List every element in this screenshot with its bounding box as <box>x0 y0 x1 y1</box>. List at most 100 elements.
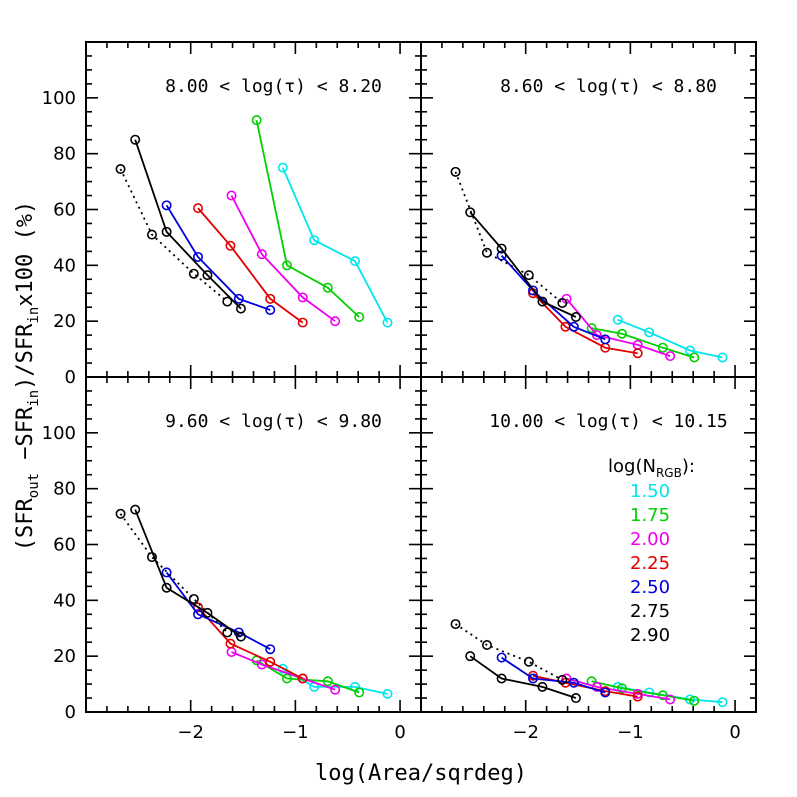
data-point <box>202 270 213 281</box>
series-2-75 <box>465 207 581 322</box>
x-tick-label: 0 <box>394 722 405 743</box>
data-point <box>523 270 534 281</box>
data-point <box>632 348 643 359</box>
data-point <box>193 251 204 262</box>
data-point <box>281 673 292 684</box>
series-1-75 <box>586 323 700 363</box>
legend-entry-4: 2.25 <box>630 553 670 574</box>
data-point <box>161 226 172 237</box>
data-point <box>354 687 365 698</box>
data-point <box>130 504 141 515</box>
series-line <box>454 171 563 304</box>
y-tick-label: 100 <box>42 423 76 444</box>
data-point <box>115 508 126 519</box>
data-point <box>557 674 568 685</box>
x-tick-label: 0 <box>729 722 740 743</box>
data-point <box>586 323 597 334</box>
data-point <box>632 688 643 699</box>
series-line <box>282 667 388 695</box>
data-point <box>330 316 341 327</box>
series-2-90-dotted <box>450 166 568 309</box>
data-point <box>537 296 548 307</box>
data-point <box>350 256 361 267</box>
panel-3: 0 20 40 60 80 100 −2 −1 0 9.60 < log(τ) < 9.80 <box>42 376 422 743</box>
data-point <box>657 342 668 353</box>
series-line <box>591 327 695 359</box>
series-2-90-dotted <box>115 508 233 638</box>
y-tick-label: 0 <box>65 367 76 388</box>
data-point <box>523 656 534 667</box>
data-point <box>465 207 476 218</box>
data-point <box>665 694 676 705</box>
data-point <box>382 317 393 328</box>
series-2-50 <box>161 567 276 655</box>
data-point <box>188 268 199 279</box>
panels-group: 0 20 40 60 80 100 8.00 < log(τ) < 8.20 8.60 < l… <box>42 41 757 743</box>
data-point <box>689 352 700 363</box>
y-tick-label: 100 <box>42 88 76 109</box>
data-point <box>568 321 579 332</box>
data-point <box>256 249 267 260</box>
data-point <box>657 690 668 701</box>
panel-4: −2 −1 0 10.00 < log(τ) < 10.15 <box>420 376 757 743</box>
data-point <box>481 247 492 258</box>
data-point <box>450 619 461 630</box>
series-line <box>500 254 606 341</box>
data-point <box>225 240 236 251</box>
x-axis-label: log(Area/sqrdeg) <box>315 761 527 786</box>
data-point <box>161 567 172 578</box>
series-line <box>566 677 671 701</box>
data-point <box>570 693 581 704</box>
legend: log(NRGB): 1.50 1.75 2.00 2.25 2.50 2.75… <box>608 456 695 646</box>
data-point <box>465 651 476 662</box>
data-point <box>689 695 700 706</box>
data-point <box>222 627 233 638</box>
data-point <box>146 229 157 240</box>
series-1-50 <box>277 663 393 699</box>
data-point <box>717 352 728 363</box>
data-point <box>644 327 655 338</box>
data-point <box>450 166 461 177</box>
panel-2: 8.60 < log(τ) < 8.80 <box>420 41 757 378</box>
data-point <box>616 683 627 694</box>
data-point <box>277 663 288 674</box>
y-tick-label: 60 <box>53 200 76 221</box>
data-point <box>115 164 126 175</box>
panel-title: 9.60 < log(τ) < 9.80 <box>165 411 382 432</box>
data-point <box>354 311 365 322</box>
y-axis-label: (SFRout −SFRin)/SFRinx100 (%) <box>13 201 42 551</box>
data-point <box>235 303 246 314</box>
y-tick-label: 0 <box>65 702 76 723</box>
y-tick-label: 20 <box>53 311 76 332</box>
data-point <box>265 304 276 315</box>
series-line <box>455 623 563 681</box>
series-line <box>134 139 242 310</box>
data-point <box>591 681 602 692</box>
data-point <box>717 697 728 708</box>
panel-title: 8.00 < log(τ) < 8.20 <box>165 76 382 97</box>
data-point <box>265 644 276 655</box>
data-point <box>225 638 236 649</box>
data-point <box>188 593 199 604</box>
series-line <box>197 606 304 680</box>
legend-entry-3: 2.00 <box>630 529 670 550</box>
data-point <box>496 652 507 663</box>
series-2-50 <box>161 200 276 315</box>
series-2-25 <box>193 203 308 328</box>
data-point <box>161 200 172 211</box>
data-point <box>322 676 333 687</box>
legend-entry-7: 2.90 <box>630 625 670 646</box>
series-1-75 <box>251 115 365 322</box>
x-tick-label: −1 <box>282 722 309 743</box>
series-line <box>532 292 638 355</box>
x-tick-label: −2 <box>512 722 539 743</box>
panel-title: 8.60 < log(τ) < 8.80 <box>500 76 717 97</box>
series-2-50 <box>496 652 611 698</box>
series-line <box>231 651 336 691</box>
series-line <box>197 207 304 324</box>
series-line <box>617 318 723 359</box>
series-1-50 <box>277 162 393 328</box>
y-tick-label: 80 <box>53 479 76 500</box>
series-line <box>281 167 389 324</box>
